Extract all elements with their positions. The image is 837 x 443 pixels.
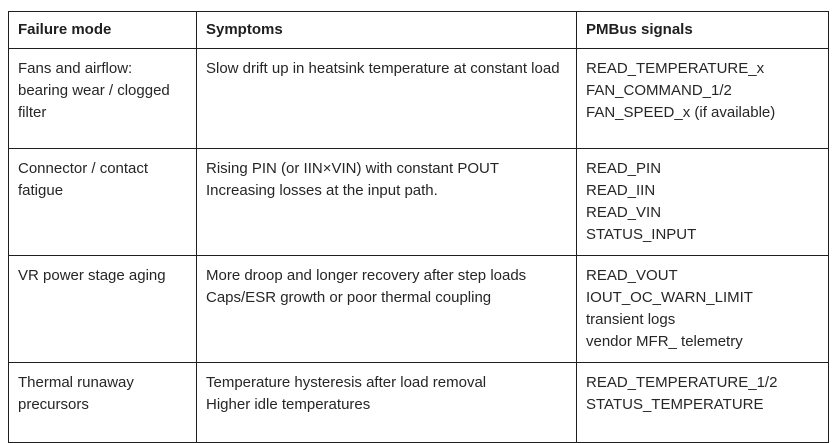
cell-failure-mode: Thermal runaway precursors	[8, 362, 197, 443]
cell-pmbus-signals: READ_TEMPERATURE_1/2 STATUS_TEMPERATURE	[576, 362, 829, 443]
table-row: VR power stage aging More droop and long…	[8, 255, 829, 363]
table-row: Fans and airflow: bearing wear / clogged…	[8, 48, 829, 149]
table-header-row: Failure mode Symptoms PMBus signals	[8, 11, 829, 49]
column-header-failure-mode: Failure mode	[8, 11, 197, 49]
failure-mode-table: Failure mode Symptoms PMBus signals Fans…	[8, 11, 829, 443]
column-header-pmbus-signals: PMBus signals	[576, 11, 829, 49]
cell-failure-mode: Fans and airflow: bearing wear / clogged…	[8, 48, 197, 149]
table-row: Thermal runaway precursors Temperature h…	[8, 362, 829, 443]
cell-pmbus-signals: READ_VOUT IOUT_OC_WARN_LIMIT transient l…	[576, 255, 829, 363]
failure-mode-table-container: Failure mode Symptoms PMBus signals Fans…	[8, 11, 829, 443]
cell-symptoms: Slow drift up in heatsink temperature at…	[196, 48, 577, 149]
column-header-symptoms: Symptoms	[196, 11, 577, 49]
table-row: Connector / contact fatigue Rising PIN (…	[8, 148, 829, 256]
cell-failure-mode: VR power stage aging	[8, 255, 197, 363]
cell-symptoms: Rising PIN (or IIN×VIN) with constant PO…	[196, 148, 577, 256]
cell-symptoms: Temperature hysteresis after load remova…	[196, 362, 577, 443]
cell-pmbus-signals: READ_TEMPERATURE_x FAN_COMMAND_1/2 FAN_S…	[576, 48, 829, 149]
cell-symptoms: More droop and longer recovery after ste…	[196, 255, 577, 363]
cell-pmbus-signals: READ_PIN READ_IIN READ_VIN STATUS_INPUT	[576, 148, 829, 256]
cell-failure-mode: Connector / contact fatigue	[8, 148, 197, 256]
